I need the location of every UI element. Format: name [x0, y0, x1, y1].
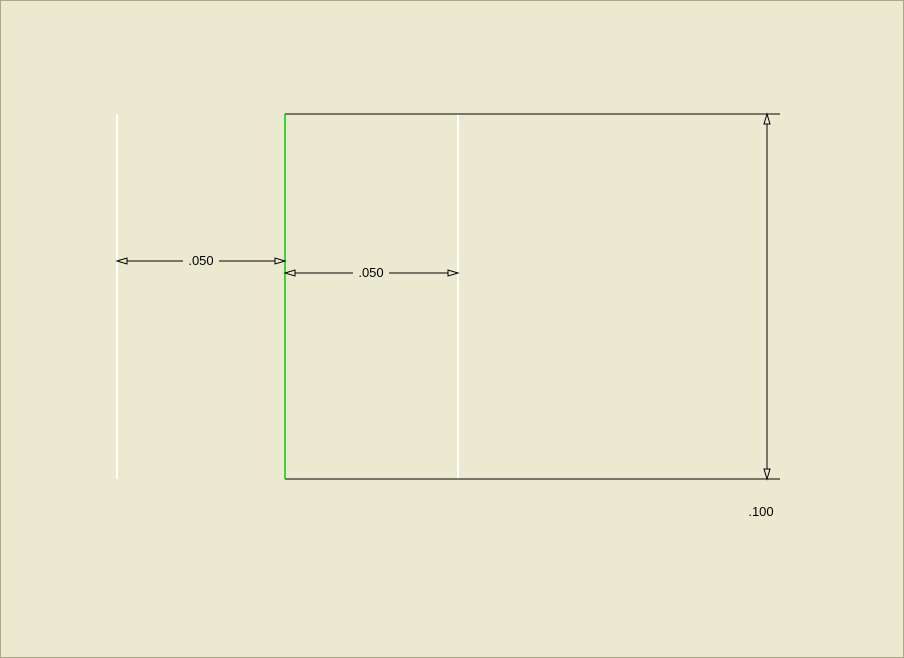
arrowhead-icon — [448, 270, 458, 276]
sketch-canvas[interactable]: .050 .050 .100 — [1, 1, 903, 657]
arrowhead-icon — [285, 270, 295, 276]
arrowhead-icon — [117, 258, 127, 264]
arrowhead-icon — [764, 469, 770, 479]
arrowhead-icon — [275, 258, 285, 264]
dimension-value[interactable]: .100 — [748, 504, 773, 519]
arrowhead-icon — [764, 114, 770, 124]
dimension-value[interactable]: .050 — [358, 265, 383, 280]
sketch-svg: .050 .050 .100 — [1, 1, 904, 658]
dimension-value[interactable]: .050 — [188, 253, 213, 268]
